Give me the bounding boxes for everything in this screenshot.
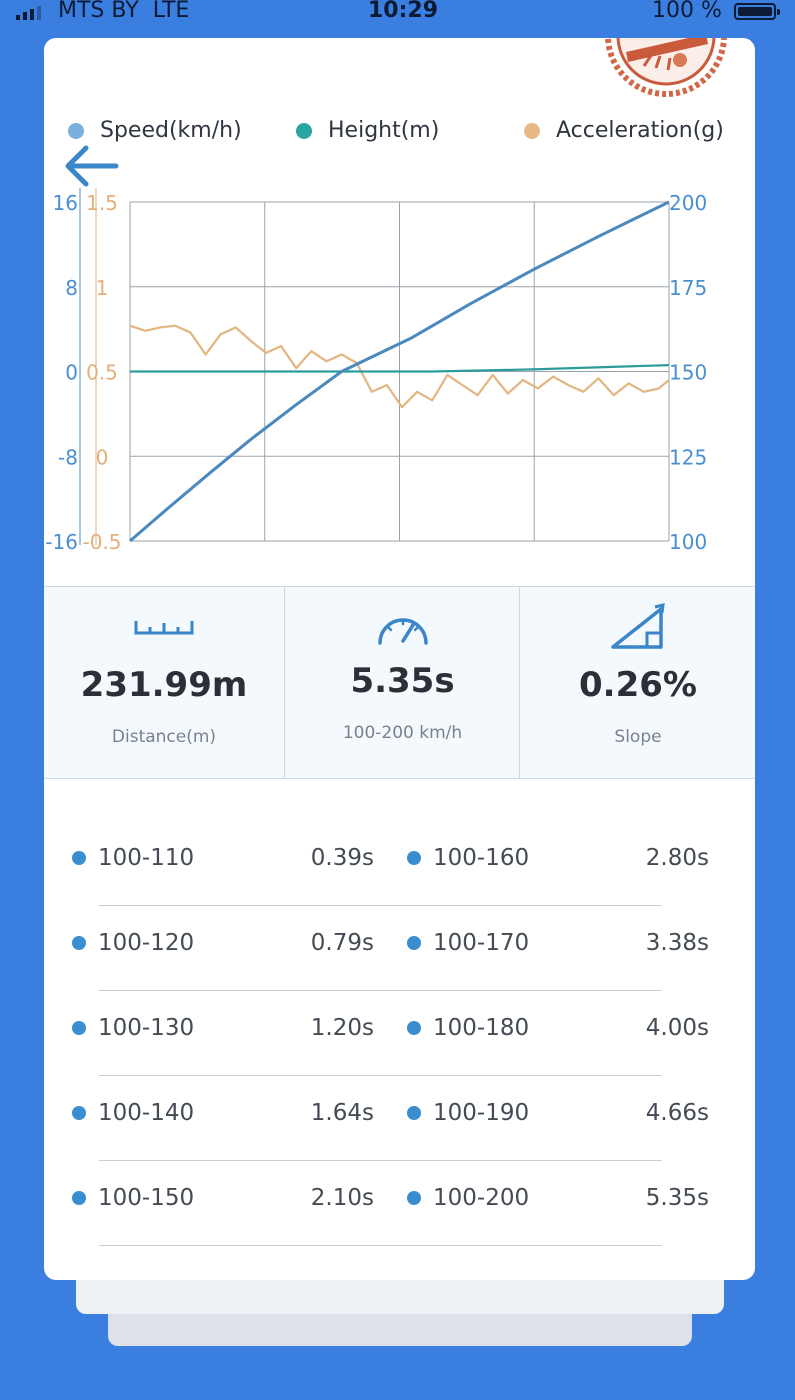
signal-icon bbox=[16, 4, 41, 20]
split-range: 100-140 bbox=[72, 1083, 194, 1143]
height-axis-tick: 8 bbox=[65, 276, 78, 300]
height-axis-tick: 0 bbox=[65, 361, 78, 385]
divider bbox=[99, 990, 662, 991]
slope-icon bbox=[611, 603, 665, 649]
split-row: 100-120 0.79s 100-170 3.38s bbox=[44, 913, 755, 998]
legend-dot bbox=[68, 122, 84, 139]
speed-series-line bbox=[129, 200, 670, 543]
bullet-icon bbox=[407, 851, 421, 865]
split-time: 2.10s bbox=[310, 1185, 374, 1211]
split-time: 2.80s bbox=[645, 845, 709, 871]
status-time: 10:29 bbox=[368, 0, 439, 23]
result-card: Speed(km/h) Height(m) Acceleration(g) 16… bbox=[44, 38, 755, 1280]
divider bbox=[99, 1160, 662, 1161]
legend-label: Acceleration(g) bbox=[556, 118, 724, 143]
speed-axis-tick: 200 bbox=[669, 191, 707, 215]
back-arrow-icon[interactable] bbox=[62, 142, 120, 190]
bullet-icon bbox=[407, 1106, 421, 1120]
height-axis-tick: -16 bbox=[45, 530, 78, 554]
legend-item-height: Height(m) bbox=[296, 118, 439, 143]
ruler-icon bbox=[134, 621, 194, 635]
bullet-icon bbox=[407, 1021, 421, 1035]
bullet-icon bbox=[72, 1191, 86, 1205]
legend-dot bbox=[524, 122, 540, 139]
chart-ticks: 16 8 0 -8 -16 1.5 1 0.5 0 -0.5 200 175 150 125 100 bbox=[45, 191, 707, 554]
split-row: 100-110 0.39s 100-160 2.80s bbox=[44, 828, 755, 913]
divider bbox=[99, 905, 662, 906]
legend-dot bbox=[296, 122, 312, 139]
split-time: 1.20s bbox=[310, 1015, 374, 1041]
battery-percent: 100 % bbox=[652, 0, 722, 23]
stat-time: 5.35s 100-200 km/h bbox=[284, 587, 520, 778]
split-time: 5.35s bbox=[645, 1185, 709, 1211]
acceleration-axis-tick: 0.5 bbox=[86, 361, 118, 385]
legend-item-acceleration: Acceleration(g) bbox=[524, 118, 724, 143]
split-time: 0.79s bbox=[310, 930, 374, 956]
chart: 16 8 0 -8 -16 1.5 1 0.5 0 -0.5 200 175 150 125 100 bbox=[45, 188, 707, 554]
acceleration-axis-tick: -0.5 bbox=[82, 530, 121, 554]
stat-label: Slope bbox=[614, 727, 662, 747]
bullet-icon bbox=[72, 1106, 86, 1120]
split-range: 100-110 bbox=[72, 828, 194, 888]
acceleration-axis-tick: 0 bbox=[96, 445, 109, 469]
seal-stamp-icon bbox=[605, 38, 727, 97]
speed-axis-tick: 100 bbox=[669, 530, 707, 554]
divider bbox=[99, 1245, 662, 1246]
legend-label: Height(m) bbox=[328, 118, 440, 143]
split-time: 4.66s bbox=[645, 1100, 709, 1126]
split-range: 100-200 bbox=[407, 1168, 529, 1228]
split-range: 100-120 bbox=[72, 913, 194, 973]
chart-legend: Speed(km/h) Height(m) Acceleration(g) bbox=[44, 118, 755, 148]
split-row: 100-150 2.10s 100-200 5.35s bbox=[44, 1168, 755, 1253]
split-time: 1.64s bbox=[310, 1100, 374, 1126]
stat-value: 231.99m bbox=[80, 665, 248, 705]
split-range: 100-160 bbox=[407, 828, 529, 888]
acceleration-axis-tick: 1.5 bbox=[86, 191, 118, 215]
height-axis-tick: 16 bbox=[53, 191, 78, 215]
split-range: 100-130 bbox=[72, 998, 194, 1058]
split-range: 100-150 bbox=[72, 1168, 194, 1228]
height-axis-tick: -8 bbox=[58, 445, 78, 469]
split-time: 4.00s bbox=[645, 1015, 709, 1041]
stat-slope: 0.26% Slope bbox=[519, 587, 755, 778]
bullet-icon bbox=[72, 936, 86, 950]
speed-axis-tick: 150 bbox=[669, 361, 707, 385]
split-row: 100-140 1.64s 100-190 4.66s bbox=[44, 1083, 755, 1168]
acceleration-axis-tick: 1 bbox=[96, 276, 109, 300]
split-range: 100-190 bbox=[407, 1083, 529, 1143]
carrier-label: MTS BY LTE bbox=[58, 0, 190, 23]
speedometer-icon bbox=[377, 618, 428, 645]
status-bar: MTS BY LTE 10:29 100 % bbox=[0, 0, 795, 26]
height-series-line bbox=[130, 364, 670, 373]
stat-label: 100-200 km/h bbox=[342, 723, 463, 743]
legend-label: Speed(km/h) bbox=[100, 118, 242, 143]
battery-icon bbox=[734, 3, 780, 20]
bullet-icon bbox=[72, 851, 86, 865]
speed-axis-tick: 175 bbox=[669, 276, 707, 300]
stat-value: 0.26% bbox=[579, 665, 697, 705]
divider bbox=[99, 1075, 662, 1076]
speed-axis-tick: 125 bbox=[669, 445, 707, 469]
stat-distance: 231.99m Distance(m) bbox=[44, 587, 284, 778]
bullet-icon bbox=[407, 1191, 421, 1205]
split-time: 3.38s bbox=[645, 930, 709, 956]
stat-label: Distance(m) bbox=[111, 727, 217, 747]
legend-item-speed: Speed(km/h) bbox=[68, 118, 242, 143]
acceleration-series-line bbox=[129, 324, 670, 409]
bullet-icon bbox=[72, 1021, 86, 1035]
stat-value: 5.35s bbox=[350, 661, 455, 701]
split-range: 100-170 bbox=[407, 913, 529, 973]
bullet-icon bbox=[407, 936, 421, 950]
summary-stats: 231.99m Distance(m) 5.35s 100-200 km/h 0… bbox=[44, 586, 755, 779]
chart-grid bbox=[79, 188, 670, 545]
split-row: 100-130 1.20s 100-180 4.00s bbox=[44, 998, 755, 1083]
split-range: 100-180 bbox=[407, 998, 529, 1058]
split-time: 0.39s bbox=[310, 845, 374, 871]
chart-series bbox=[129, 200, 670, 543]
